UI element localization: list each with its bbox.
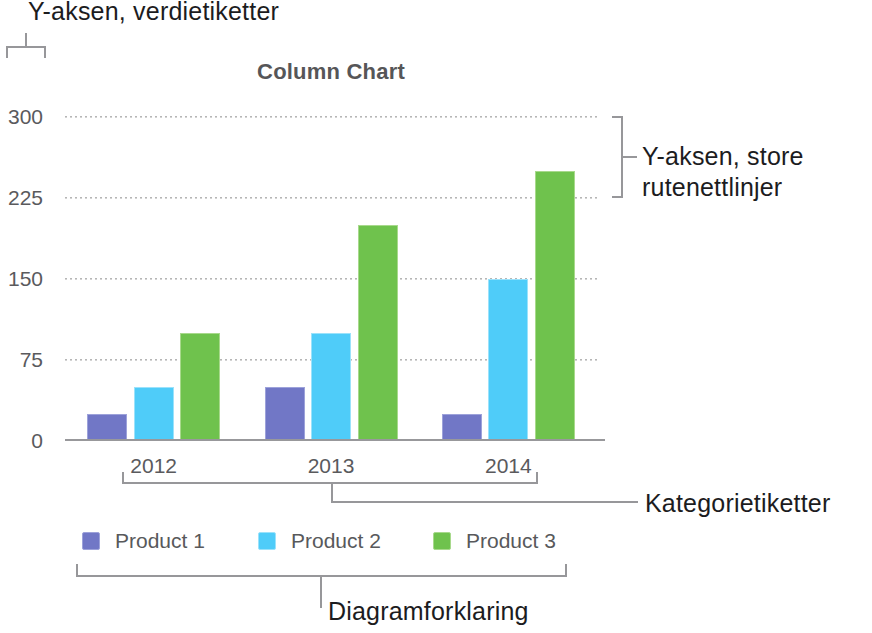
bar-2014-product-1 (442, 414, 482, 440)
bar-2012-product-3 (180, 333, 220, 440)
category-labels-bracket (123, 472, 638, 502)
legend-swatch-product-3 (433, 532, 451, 550)
bar-2014-product-2 (488, 279, 528, 440)
y-axis-tick-label: 75 (0, 349, 43, 371)
bar-2013-product-1 (265, 387, 305, 440)
help-figure-column-chart: Y-aksen, verdietiketter Y-aksen, store r… (0, 0, 872, 633)
chart-title: Column Chart (65, 59, 597, 85)
y-axis-tick-label: 150 (0, 268, 43, 290)
y-axis-labels-bracket (7, 33, 45, 58)
legend-swatch-product-2 (258, 532, 276, 550)
legend-label: Product 2 (291, 532, 381, 550)
gridlines-bracket (612, 117, 637, 197)
gridline (65, 116, 597, 118)
bar-2014-product-3 (535, 171, 575, 440)
x-axis-line (65, 439, 605, 441)
annotation-category-labels: Kategorietiketter (645, 488, 830, 519)
category-label: 2012 (112, 454, 196, 478)
bar-2012-product-1 (87, 414, 127, 440)
y-axis-tick-label: 300 (0, 106, 43, 128)
legend-label: Product 3 (466, 532, 556, 550)
y-axis-tick-label: 225 (0, 187, 43, 209)
legend-swatch-product-1 (82, 532, 100, 550)
y-axis-tick-label: 0 (0, 430, 43, 452)
annotation-y-axis-value-labels: Y-aksen, verdietiketter (28, 0, 279, 27)
annotation-legend: Diagramforklaring (328, 596, 529, 627)
gridline (65, 197, 597, 199)
bar-2013-product-2 (311, 333, 351, 440)
category-label: 2014 (466, 454, 550, 478)
annotation-y-axis-gridlines: Y-aksen, store rutenettlinjer (642, 141, 842, 203)
bar-2013-product-3 (358, 225, 398, 440)
category-label: 2013 (289, 454, 373, 478)
bar-2012-product-2 (134, 387, 174, 440)
legend-label: Product 1 (115, 532, 205, 550)
